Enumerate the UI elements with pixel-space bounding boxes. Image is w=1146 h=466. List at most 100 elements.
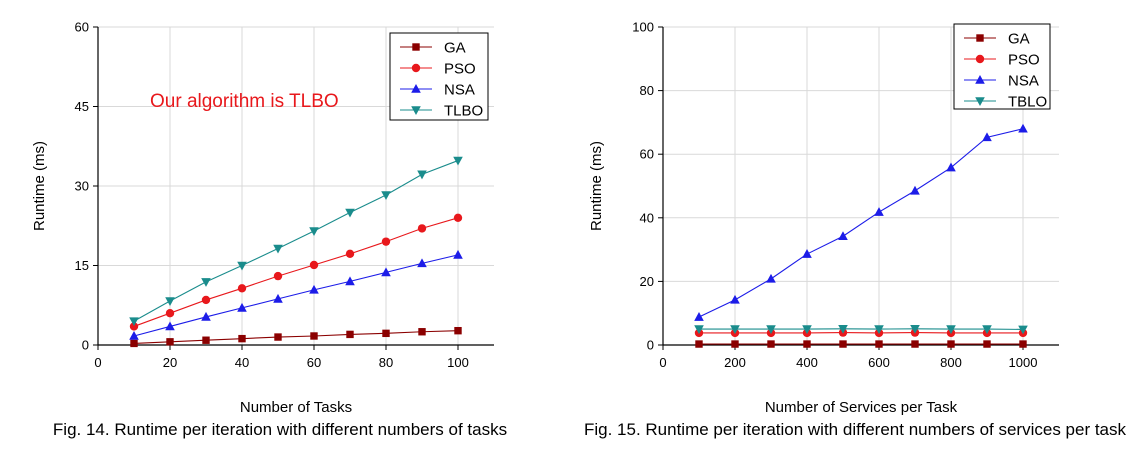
data-point-tblo bbox=[982, 325, 992, 335]
data-point-pso bbox=[381, 237, 391, 246]
series-nsa bbox=[694, 123, 1028, 321]
data-point-ga bbox=[166, 338, 174, 346]
data-point-nsa bbox=[982, 132, 992, 142]
series-pso bbox=[129, 213, 463, 331]
legend-marker-pso bbox=[411, 63, 421, 73]
data-point-ga bbox=[1019, 340, 1027, 348]
x-tick-label: 400 bbox=[796, 355, 818, 370]
legend: GA PSO NSA TLBO bbox=[389, 32, 489, 121]
series-line-tblo bbox=[699, 328, 1024, 330]
x-tick-label: 100 bbox=[447, 355, 469, 370]
series-pso bbox=[694, 328, 1028, 338]
data-point-pso bbox=[309, 260, 319, 270]
legend-label-nsa: NSA bbox=[444, 82, 475, 99]
data-point-nsa bbox=[273, 293, 283, 303]
data-point-ga bbox=[875, 340, 883, 348]
data-point-tblo bbox=[946, 325, 956, 335]
data-point-nsa bbox=[165, 321, 175, 331]
x-tick-label: 0 bbox=[659, 355, 666, 370]
data-point-ga bbox=[983, 340, 991, 348]
x-tick-label: 60 bbox=[307, 355, 321, 370]
data-point-pso bbox=[165, 309, 175, 318]
data-point-nsa bbox=[1018, 123, 1028, 133]
data-point-ga bbox=[274, 333, 282, 341]
data-point-ga bbox=[310, 332, 318, 340]
y-axis-label: Runtime (ms) bbox=[31, 141, 48, 231]
data-point-ga bbox=[346, 330, 354, 339]
data-point-ga bbox=[767, 340, 775, 348]
y-tick-label: 60 bbox=[75, 20, 89, 35]
data-point-tlbo bbox=[165, 297, 175, 307]
data-point-tblo bbox=[802, 325, 812, 335]
legend-marker-nsa bbox=[975, 75, 985, 84]
data-point-ga bbox=[238, 334, 246, 343]
legend-label-pso: PSO bbox=[444, 61, 476, 78]
annotation-text: Our algorithm is TLBO bbox=[150, 91, 339, 112]
y-tick-label: 80 bbox=[640, 83, 654, 98]
legend-marker-ga bbox=[412, 43, 420, 51]
x-axis-label: Number of Tasks bbox=[240, 399, 352, 416]
x-tick-label: 1000 bbox=[1009, 355, 1038, 370]
y-tick-label: 0 bbox=[647, 338, 654, 353]
data-point-tblo bbox=[766, 325, 776, 335]
data-point-ga bbox=[803, 340, 811, 348]
data-point-tlbo bbox=[237, 261, 247, 271]
data-point-tblo bbox=[730, 325, 740, 335]
data-point-pso bbox=[201, 295, 211, 305]
data-point-tlbo bbox=[129, 317, 139, 327]
x-tick-label: 0 bbox=[94, 355, 101, 370]
data-point-nsa bbox=[874, 207, 884, 216]
data-point-ga bbox=[911, 340, 919, 348]
series-line-pso bbox=[133, 217, 459, 327]
x-tick-label: 20 bbox=[163, 355, 177, 370]
y-tick-label: 30 bbox=[75, 179, 89, 194]
x-tick-label: 600 bbox=[868, 355, 890, 370]
data-point-tblo bbox=[874, 325, 884, 335]
y-tick-label: 15 bbox=[75, 258, 89, 273]
data-point-ga bbox=[418, 328, 426, 336]
data-point-ga bbox=[695, 340, 703, 348]
data-point-ga bbox=[202, 336, 210, 344]
data-point-tlbo bbox=[417, 170, 427, 180]
data-point-tblo bbox=[694, 325, 704, 335]
data-point-ga bbox=[947, 340, 955, 348]
legend-label-pso: PSO bbox=[1008, 52, 1040, 69]
x-tick-label: 800 bbox=[940, 355, 962, 370]
legend-marker-pso bbox=[975, 54, 985, 64]
series-nsa bbox=[129, 249, 463, 340]
data-point-nsa bbox=[237, 302, 247, 312]
legend-label-ga: GA bbox=[1008, 31, 1030, 48]
runtime-vs-services-chart: 0 200 400 600 800 1000 0 20 40 60 80 100 Number of S… bbox=[588, 20, 1059, 416]
data-point-tlbo bbox=[381, 191, 391, 201]
data-point-pso bbox=[453, 213, 463, 222]
y-tick-label: 100 bbox=[632, 20, 654, 35]
legend-label-tlbo: TLBO bbox=[444, 103, 483, 120]
series-tblo bbox=[694, 324, 1028, 335]
data-point-ga bbox=[839, 340, 847, 348]
data-point-pso bbox=[129, 322, 139, 331]
data-point-pso bbox=[417, 224, 427, 233]
y-tick-label: 60 bbox=[640, 147, 654, 162]
data-point-nsa bbox=[453, 249, 463, 259]
data-point-tlbo bbox=[453, 156, 463, 166]
series-ga bbox=[695, 340, 1027, 348]
y-tick-label: 20 bbox=[640, 274, 654, 289]
series-line-nsa bbox=[133, 254, 459, 337]
y-axis-label: Runtime (ms) bbox=[588, 141, 605, 231]
data-point-ga bbox=[731, 340, 739, 348]
legend-label-nsa: NSA bbox=[1008, 73, 1039, 90]
y-tick-label: 0 bbox=[82, 338, 89, 353]
figure-15: 0 200 400 600 800 1000 0 20 40 60 80 100 Number of S… bbox=[560, 0, 1146, 466]
grid bbox=[663, 26, 1059, 345]
figure-15-caption: Fig. 15. Runtime per iteration with diff… bbox=[583, 420, 1127, 439]
data-point-tlbo bbox=[201, 278, 211, 287]
legend-marker-tblo bbox=[975, 97, 985, 106]
data-point-nsa bbox=[910, 185, 920, 195]
legend-marker-nsa bbox=[411, 84, 421, 93]
series-tlbo bbox=[129, 156, 463, 327]
x-axis-label: Number of Services per Task bbox=[765, 399, 958, 416]
data-point-tblo bbox=[838, 324, 848, 334]
y-tick-label: 40 bbox=[640, 210, 654, 225]
data-point-tblo bbox=[910, 324, 920, 334]
legend-label-ga: GA bbox=[444, 40, 466, 57]
